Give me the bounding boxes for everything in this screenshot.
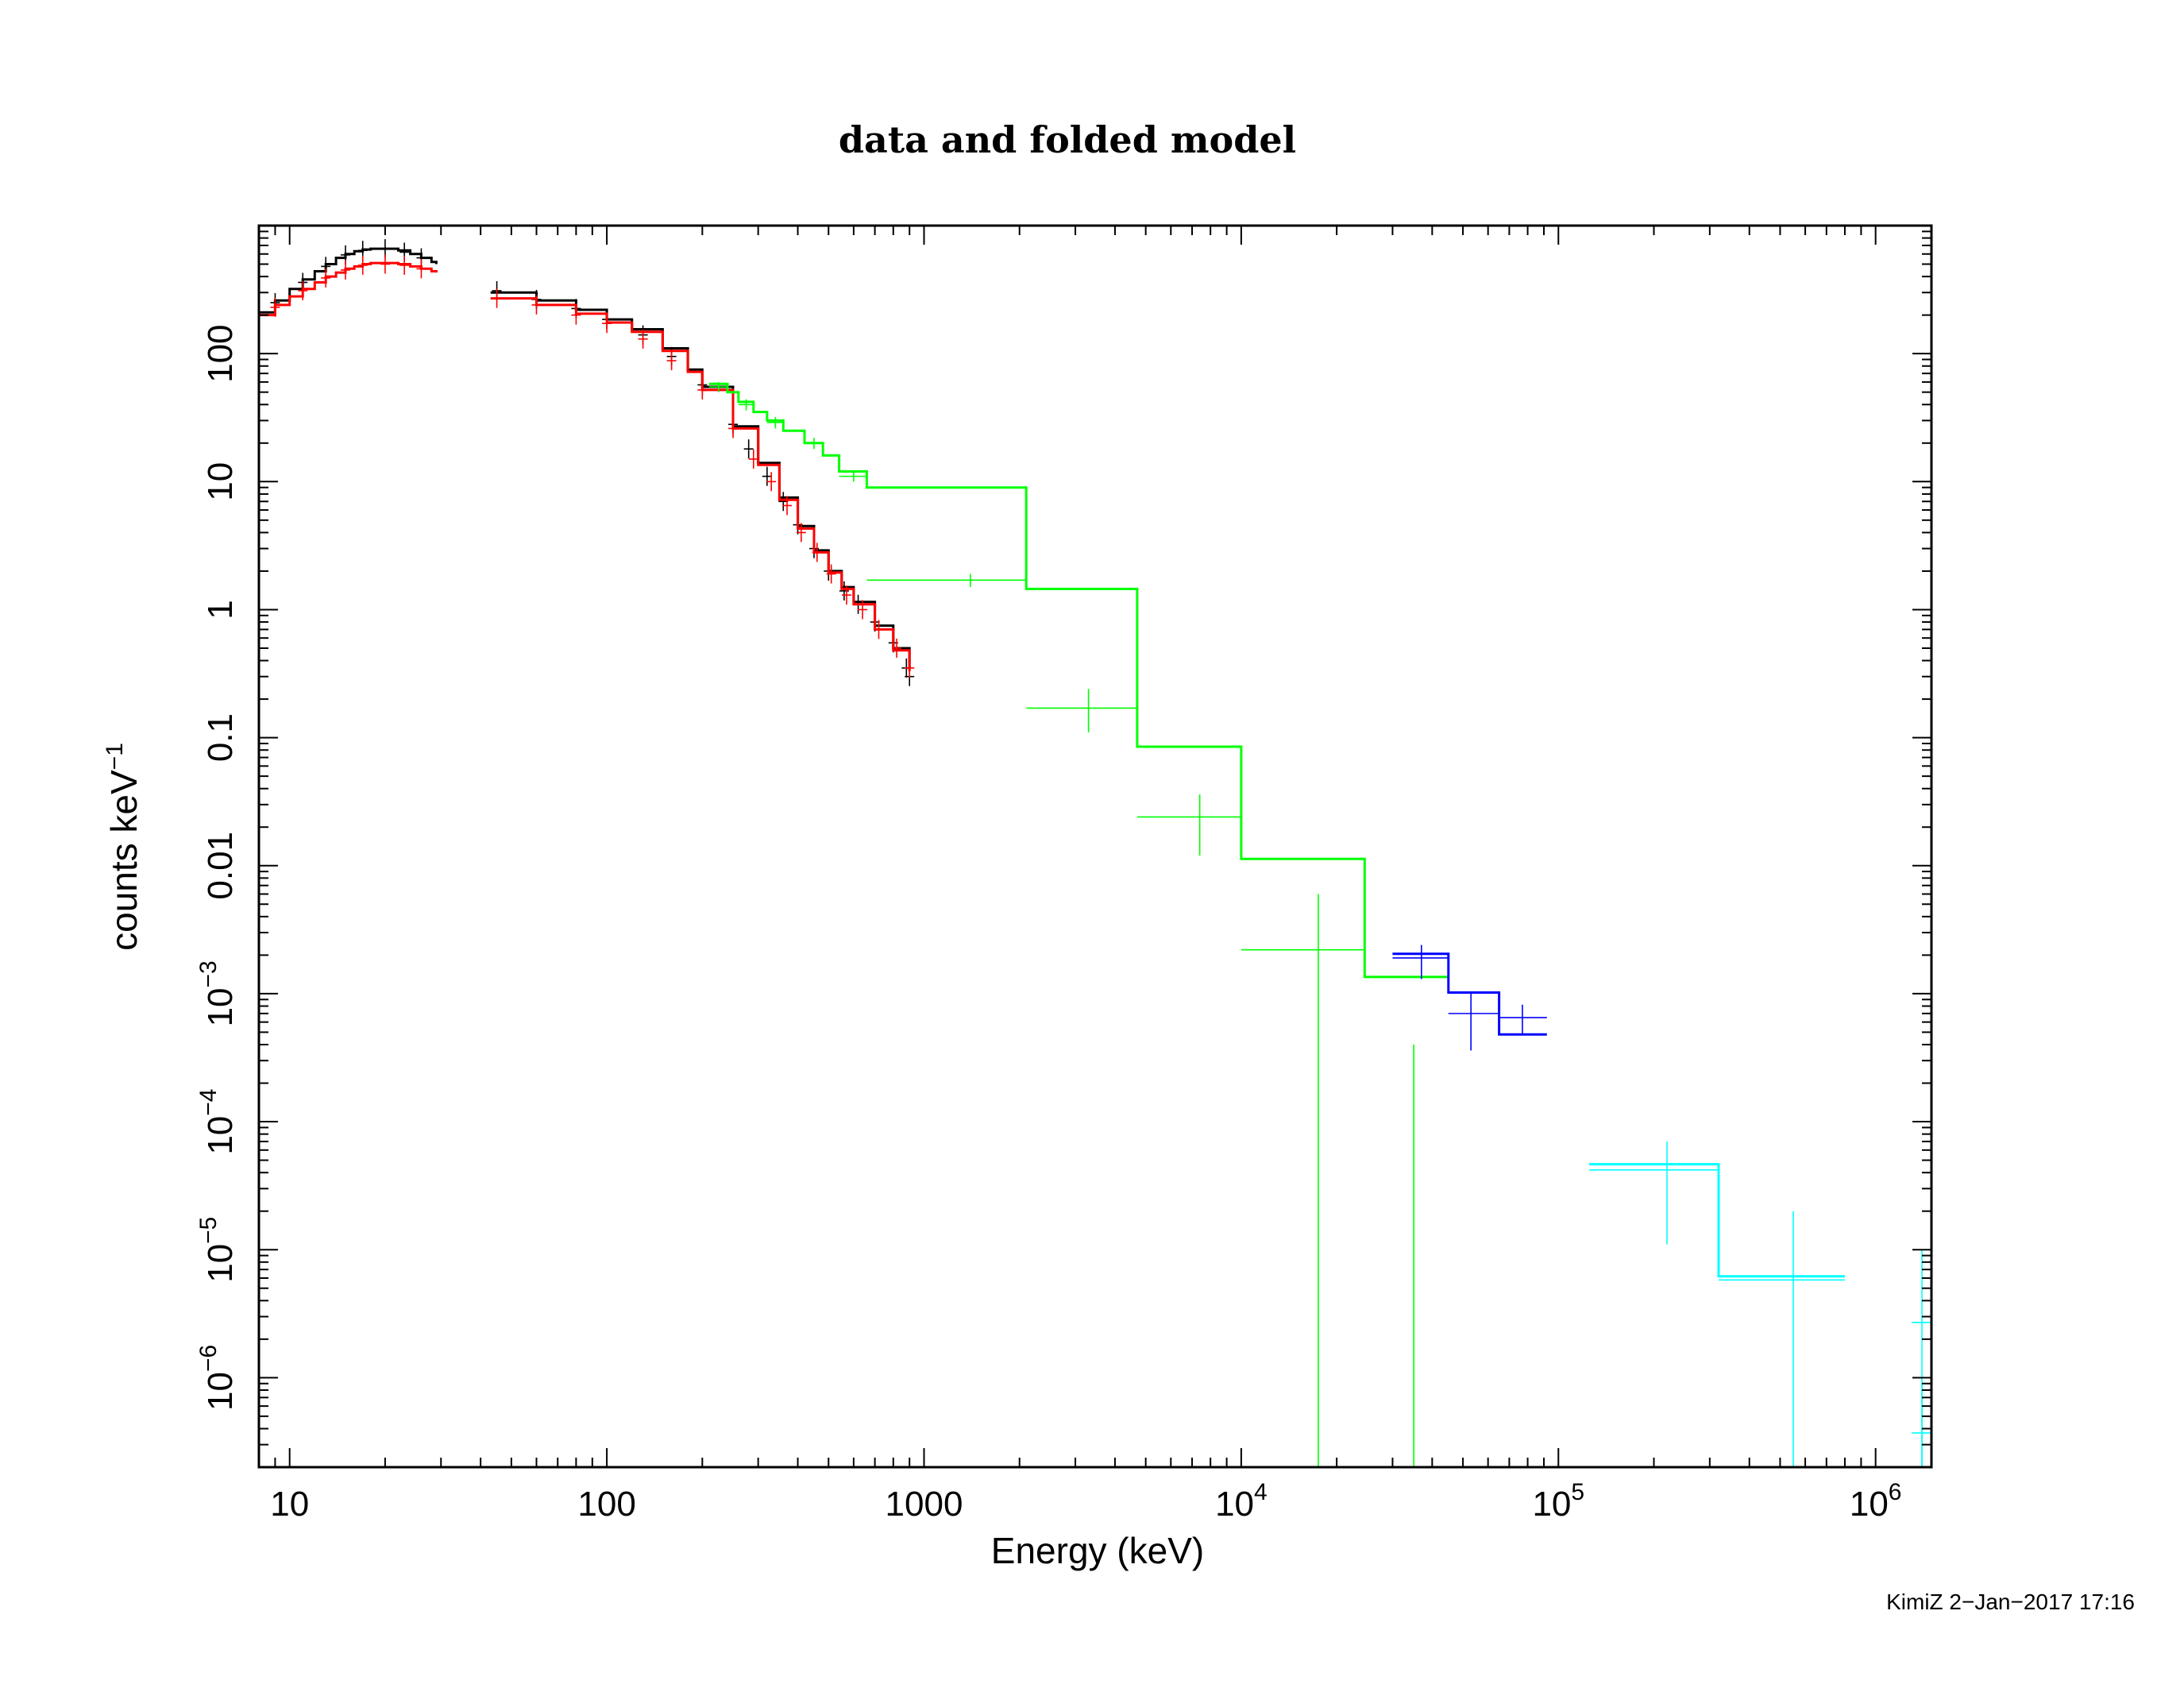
x-tick-label: 10	[270, 1485, 309, 1524]
data-point	[602, 314, 612, 334]
y-tick-label-group: 1	[201, 600, 240, 619]
data-point	[380, 254, 390, 274]
data-point	[766, 416, 784, 429]
data-point	[762, 466, 772, 486]
y-tick-label-group: 10−4	[195, 1089, 240, 1155]
series-layer	[259, 239, 1931, 1467]
data-point	[1588, 1141, 1719, 1245]
y-tick-label: 1	[201, 600, 240, 619]
svg-text:counts keV−1: counts keV−1	[102, 743, 145, 951]
data-point	[892, 638, 902, 658]
data-point	[531, 295, 542, 315]
y-tick-label-group: 100	[201, 324, 240, 382]
data-point	[708, 381, 727, 392]
x-tick-label: 1000	[886, 1485, 963, 1524]
data-point	[270, 297, 280, 317]
x-axis-label: Energy (keV)	[991, 1530, 1204, 1571]
data-point	[638, 329, 648, 349]
model-line-1-1	[259, 247, 438, 314]
data-point	[782, 496, 793, 516]
data-point	[905, 658, 915, 678]
y-axis-label: counts keV	[103, 770, 145, 951]
data-point	[826, 564, 836, 584]
data-point	[874, 620, 884, 639]
series-1	[259, 239, 915, 686]
data-point	[1241, 894, 1365, 1467]
y-tick-label: 10	[201, 462, 240, 501]
data-point	[743, 439, 754, 459]
y-tick-label: 100	[201, 324, 240, 382]
model-line-5-1	[1589, 1163, 1845, 1278]
data-point	[399, 255, 410, 275]
data-point	[1136, 794, 1241, 856]
y-tick-label-group: 10−5	[195, 1217, 240, 1283]
data-point	[748, 449, 758, 469]
data-point	[1392, 944, 1449, 979]
x-tick-label: 100	[577, 1485, 635, 1524]
data-point	[839, 471, 867, 482]
series-5	[1588, 1141, 1931, 1467]
data-point	[1719, 1211, 1845, 1467]
series-4	[1392, 944, 1547, 1051]
series-3	[708, 381, 1449, 1467]
data-point	[858, 600, 868, 620]
data-point	[1448, 993, 1499, 1051]
data-point	[492, 288, 502, 308]
y-axis-label-group: counts keV−1	[102, 743, 145, 951]
y-tick-label: 0.01	[201, 832, 240, 900]
x-tick-label: 105	[1532, 1479, 1584, 1524]
x-tick-label: 104	[1215, 1479, 1268, 1524]
data-point	[766, 472, 777, 492]
y-tick-label-group: 10−3	[195, 960, 240, 1026]
y-tick-label: 10−3	[195, 960, 240, 1026]
model-line-2-2	[490, 297, 911, 671]
y-tick-label: 0.1	[201, 713, 240, 762]
y-tick-label-group: 0.1	[201, 713, 240, 762]
model-line-1-2	[490, 291, 911, 668]
data-point	[666, 351, 677, 371]
y-tick-label: 10−5	[195, 1217, 240, 1283]
y-tick-label-group: 10−6	[195, 1345, 240, 1411]
data-point	[571, 305, 581, 325]
model-line-2-1	[259, 261, 438, 317]
data-point	[697, 380, 708, 400]
data-point	[357, 255, 368, 275]
data-point	[1026, 689, 1137, 732]
data-point	[812, 543, 822, 562]
data-point	[866, 574, 1027, 588]
data-point	[341, 260, 351, 280]
y-tick-label-group: 10	[201, 462, 240, 501]
data-point	[728, 419, 739, 438]
data-point	[1912, 1383, 1931, 1467]
y-tick-label: 10−4	[195, 1089, 240, 1155]
ticks-layer: 10 100 1000 104 105 106 100 10 1 0.1 0.01 10−3 10−4 1…	[195, 225, 1931, 1524]
series-2	[259, 254, 915, 678]
y-tick-label: 10−6	[195, 1345, 240, 1411]
chart-title: data and folded model	[839, 118, 1296, 161]
data-point	[1499, 1004, 1547, 1033]
data-point	[805, 438, 824, 450]
data-point	[839, 581, 849, 601]
model-line-3-1	[708, 382, 1449, 979]
timestamp-stamp: KimiZ 2−Jan−2017 17:16	[1886, 1590, 2135, 1614]
data-point	[416, 259, 426, 279]
data-point	[321, 268, 331, 288]
data-point	[841, 585, 851, 605]
data-point	[738, 399, 754, 411]
model-line-4-1	[1392, 952, 1547, 1036]
x-tick-label: 106	[1850, 1479, 1902, 1524]
data-point	[298, 280, 308, 300]
y-axis-label-sup: −1	[102, 743, 128, 770]
y-tick-label-group: 0.01	[201, 832, 240, 900]
data-point	[796, 523, 806, 543]
plot-frame	[257, 224, 1933, 1469]
